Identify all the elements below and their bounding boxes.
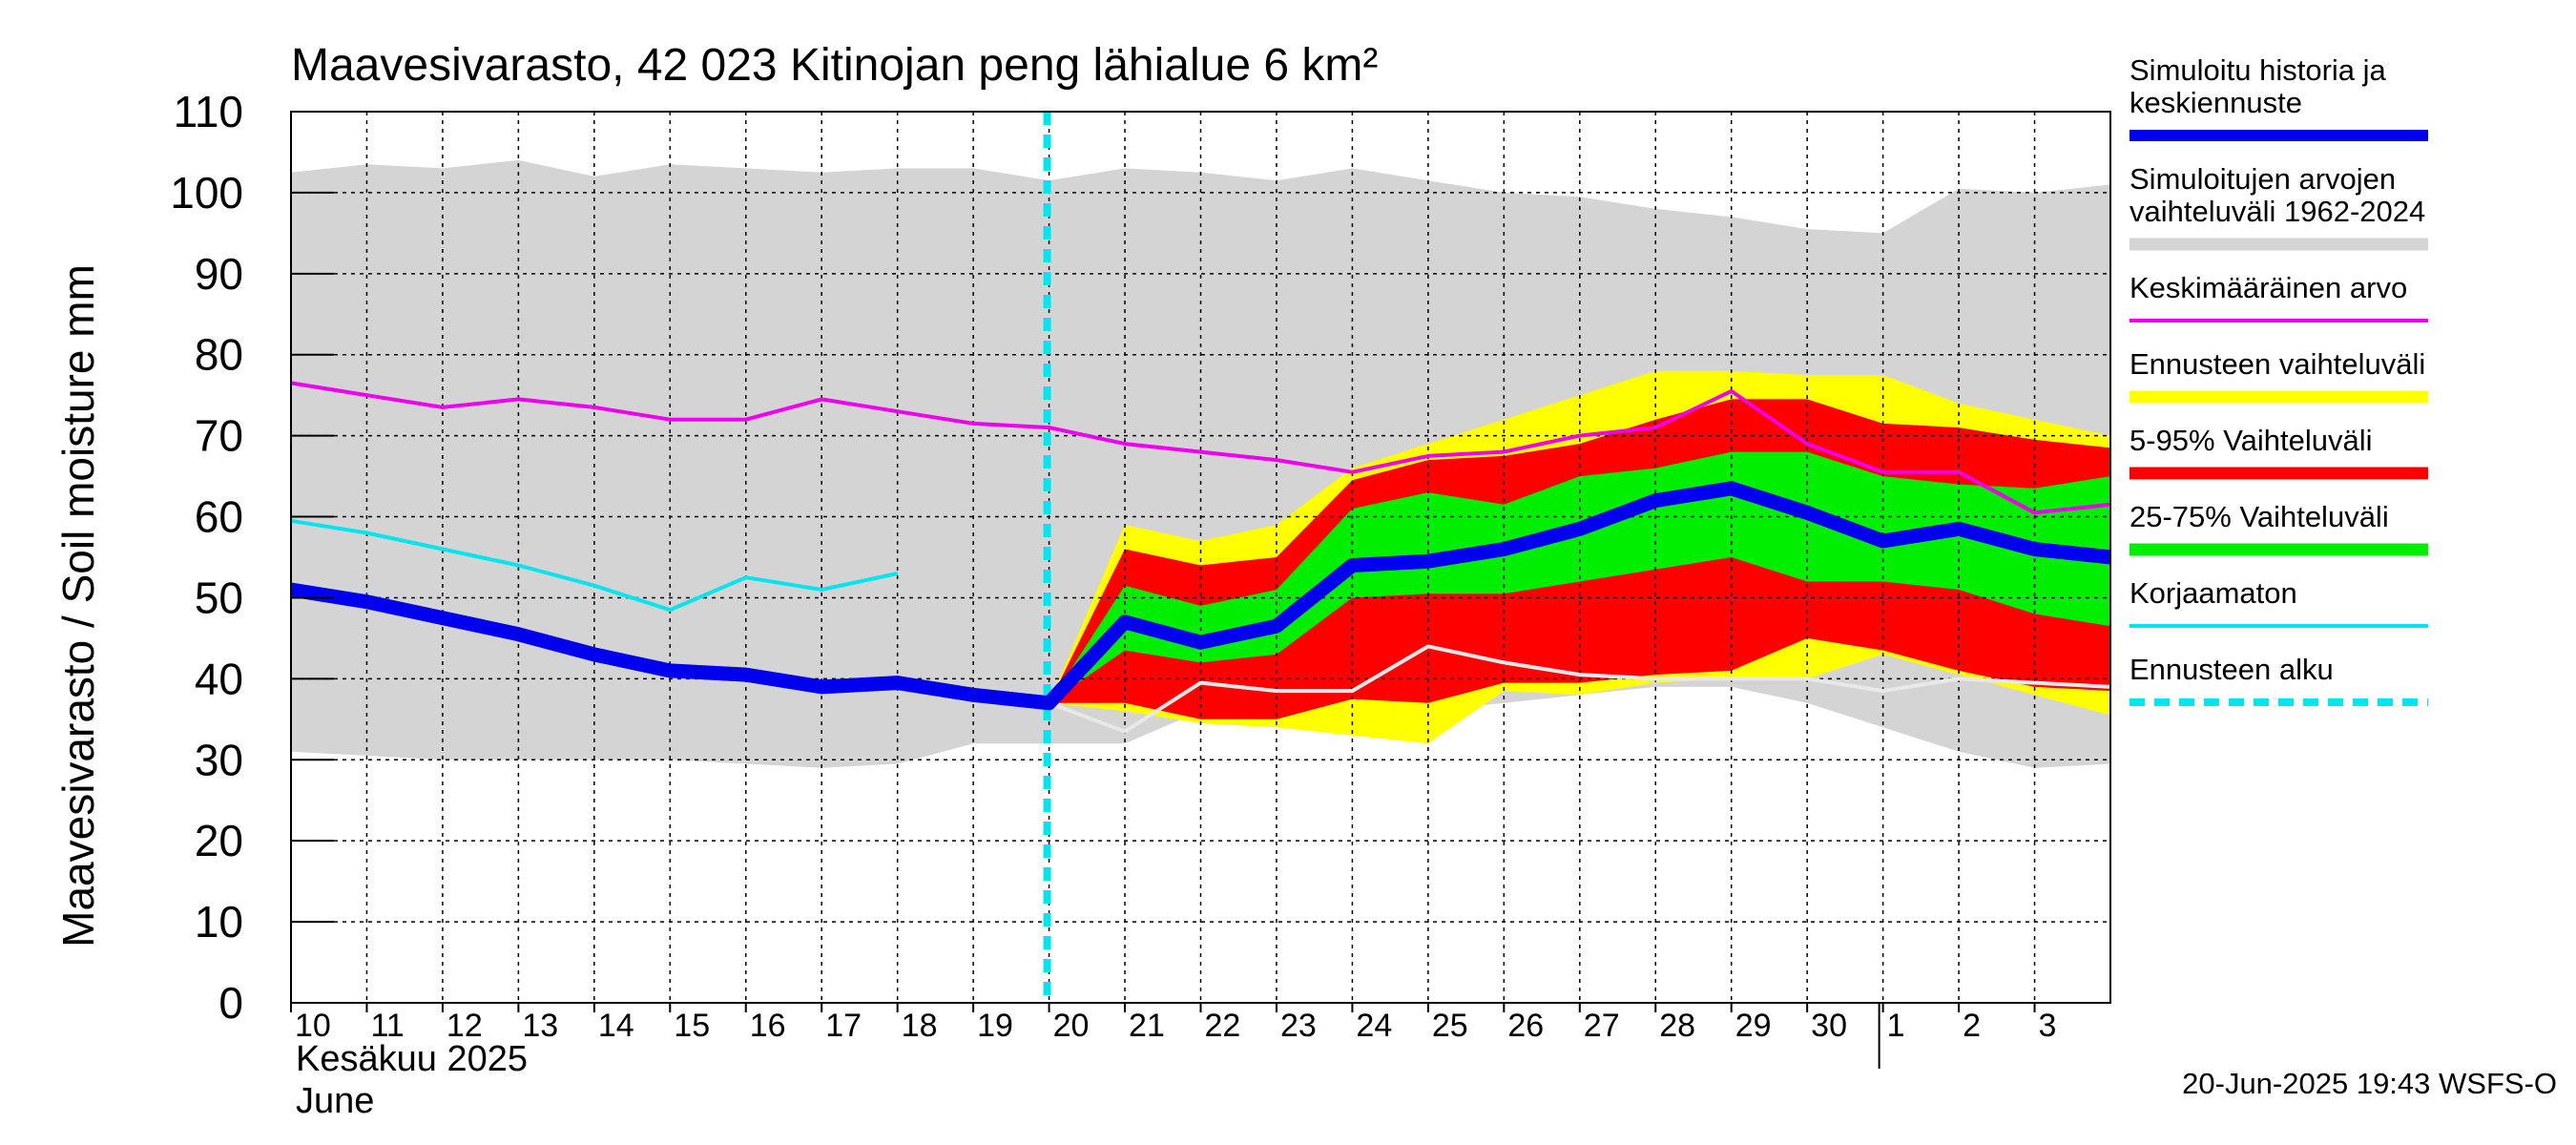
x-tick-label: 17 [825, 1008, 862, 1044]
x-tick-label: 29 [1735, 1008, 1772, 1044]
series-line-0 [290, 381, 2111, 515]
x-tick-labels: 10 11 12 13 14 15 16 17 18 19 20 21 22 23 24 25 26 27 28 29… [295, 1008, 2056, 1044]
x-tick-label: 22 [1205, 1008, 1241, 1044]
series-line-2 [1048, 644, 2111, 734]
x-tick-label: 14 [598, 1008, 634, 1044]
grid-lines [291, 112, 2110, 1003]
legend-label: Keskimääräinen arvo [2129, 271, 2407, 304]
series-line-1 [290, 518, 899, 613]
x-tick-label: 18 [902, 1008, 938, 1044]
legend-label: 25-75% Vaihteluväli [2129, 500, 2389, 533]
y-tick-label: 70 [195, 411, 243, 461]
x-tick-label: 20 [1053, 1008, 1090, 1044]
y-tick-label: 90 [195, 249, 243, 299]
y-tick-label: 80 [195, 330, 243, 380]
chart-title: Maavesivarasto, 42 023 Kitinojan peng lä… [291, 40, 1378, 91]
x-tick-label: 23 [1280, 1008, 1317, 1044]
x-tick-label: 1 [1887, 1008, 1905, 1044]
month-label-fi: Kesäkuu 2025 [296, 1039, 528, 1079]
month-label-en: June [296, 1081, 374, 1121]
x-tick-label: 15 [674, 1008, 710, 1044]
x-tick-label: 16 [750, 1008, 786, 1044]
legend-label: Ennusteen vaihteluväli [2129, 347, 2425, 381]
x-tick-label: 19 [977, 1008, 1013, 1044]
y-axis-label: Maavesivarasto / Soil moisture mm [53, 264, 103, 947]
timestamp-footer: 20-Jun-2025 19:43 WSFS-O [2182, 1067, 2557, 1100]
x-tick-label: 30 [1811, 1008, 1847, 1044]
legend-label: Korjaamaton [2129, 576, 2297, 610]
y-tick-label: 10 [195, 897, 243, 947]
y-tick-labels: 0 10 20 30 40 50 60 70 80 90 100 110 [170, 87, 243, 1028]
legend-label: Simuloitujen arvojen [2129, 162, 2396, 196]
x-tick-label: 2 [1963, 1008, 1981, 1044]
x-tick-label: 10 [295, 1008, 331, 1044]
y-tick-label: 20 [195, 816, 243, 865]
series-line-3 [289, 481, 2111, 711]
y-tick-label: 40 [195, 654, 243, 703]
y-tick-label: 30 [195, 735, 243, 784]
legend-label: Simuloitu historia ja [2129, 53, 2387, 87]
series-lines [289, 112, 2111, 1003]
y-tick-label: 110 [174, 87, 243, 136]
x-tick-label: 25 [1432, 1008, 1468, 1044]
x-tick-label: 12 [447, 1008, 483, 1044]
y-tick-label: 100 [170, 168, 243, 218]
x-tick-label: 27 [1584, 1008, 1620, 1044]
x-tick-label: 3 [2039, 1008, 2057, 1044]
legend-label: vaihteluväli 1962-2024 [2129, 195, 2425, 228]
x-tick-label: 11 [370, 1008, 404, 1044]
legend-label: keskiennuste [2129, 86, 2302, 119]
y-tick-label: 50 [195, 572, 243, 622]
legend-label: 5-95% Vaihteluväli [2129, 424, 2372, 457]
y-tick-label: 60 [195, 492, 243, 542]
x-tick-label: 28 [1659, 1008, 1695, 1044]
legend-label: Ennusteen alku [2129, 653, 2334, 686]
x-tick-label: 24 [1356, 1008, 1392, 1044]
x-tick-label: 13 [522, 1008, 558, 1044]
y-tick-label: 0 [218, 978, 243, 1028]
x-tick-label: 21 [1129, 1008, 1165, 1044]
x-tick-label: 26 [1507, 1008, 1544, 1044]
axes [290, 111, 2111, 1069]
